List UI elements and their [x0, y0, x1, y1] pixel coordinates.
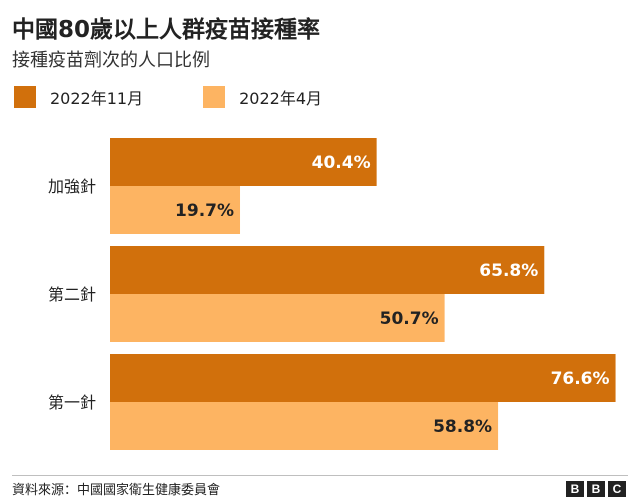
bar [110, 402, 499, 450]
bar [110, 354, 616, 402]
bbc-logo-box: B [587, 481, 605, 497]
legend-swatch-apr [203, 86, 226, 108]
data-label: 76.6% [551, 369, 610, 389]
bbc-logo-box: B [566, 481, 584, 497]
data-label: 19.7% [175, 201, 234, 221]
legend-swatch-nov [14, 86, 36, 108]
source-note: 資料來源：中國國家衛生健康委員會 [12, 483, 221, 498]
data-label: 65.8% [479, 261, 538, 281]
data-label: 58.8% [433, 417, 492, 437]
bar [110, 294, 445, 342]
bbc-logo-box: C [608, 481, 626, 497]
bbc-logo: B B C [566, 481, 626, 497]
category-label: 第一針 [48, 393, 96, 412]
chart-subtitle: 接種疫苗劑次的人口比例 [12, 50, 210, 71]
legend-label-apr: 2022年4月 [239, 89, 322, 108]
footer-divider [12, 475, 628, 476]
data-label: 50.7% [380, 309, 439, 329]
bar [110, 138, 377, 186]
category-label: 加強針 [48, 177, 96, 196]
legend-item-nov: 2022年11月 [14, 85, 143, 109]
legend-item-apr: 2022年4月 [203, 85, 322, 109]
bar-chart: 加強針 40.4% 19.7% 第二針 65.8% 50.7% 第一針 76.6% 58.8% [48, 138, 616, 450]
bar [110, 246, 545, 294]
bar [110, 186, 241, 234]
data-label: 40.4% [312, 153, 371, 173]
legend-label-nov: 2022年11月 [50, 89, 144, 108]
category-label: 第二針 [48, 285, 96, 304]
chart-title: 中國80歲以上人群疫苗接種率 [12, 17, 321, 43]
legend: 2022年11月 2022年4月 [14, 86, 382, 108]
